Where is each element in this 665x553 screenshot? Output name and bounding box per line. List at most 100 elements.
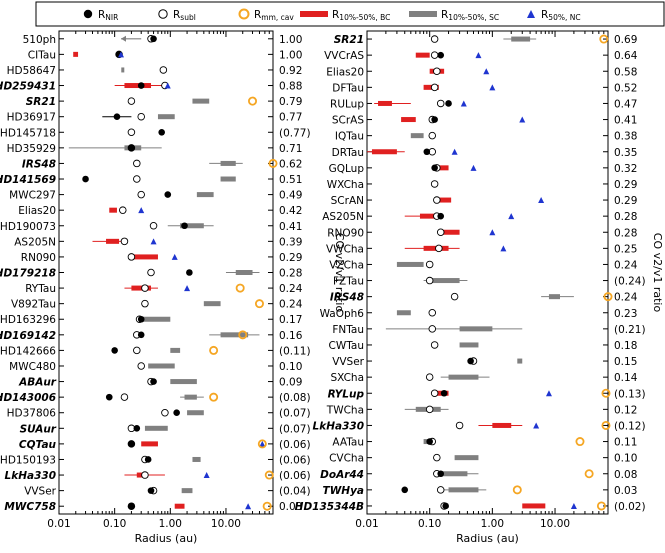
row-SR21: SR21 0.69 bbox=[334, 34, 638, 46]
panel-right: 0.01 0.10 1.00 10.00 Radius (au) SR21 0.69 VVCr… bbox=[295, 30, 664, 545]
row-HD58647: HD58647 0.92 bbox=[7, 65, 303, 77]
row-VZCha: VZCha 0.24 bbox=[329, 259, 637, 271]
sc-bar bbox=[170, 379, 197, 385]
legend-marker-mm bbox=[238, 8, 250, 20]
star-label: VVSer bbox=[24, 486, 56, 498]
subl-point bbox=[430, 51, 439, 59]
subl-point bbox=[436, 99, 445, 108]
ratio-label: 0.28 bbox=[614, 211, 637, 223]
row-WaOph6: WaOph6 0.23 bbox=[320, 308, 638, 320]
sc-bar bbox=[144, 425, 168, 431]
nir-point bbox=[401, 486, 409, 494]
ratio-label: 0.51 bbox=[279, 174, 302, 186]
subl-point bbox=[436, 228, 445, 236]
ratio-label: 0.77 bbox=[279, 112, 302, 124]
x-tick-label: 0.10 bbox=[418, 518, 441, 530]
subl-point bbox=[120, 237, 129, 246]
ratio-label: 0.03 bbox=[279, 501, 302, 513]
ratio-label: 0.88 bbox=[279, 81, 302, 93]
row-RYTau: RYTau 0.24 bbox=[25, 283, 303, 295]
ratio-label: 0.10 bbox=[614, 453, 637, 465]
sc-bar bbox=[548, 294, 560, 300]
ratio-label: (0.06) bbox=[279, 454, 311, 466]
star-label: FNTau bbox=[332, 324, 364, 336]
legend-label-nir: RNIR bbox=[98, 9, 118, 22]
ratio-label: 0.64 bbox=[614, 50, 638, 62]
x-tick-label: 0.10 bbox=[103, 518, 126, 530]
ratio-label: (0.21) bbox=[614, 324, 646, 336]
x-tick-label: 1.00 bbox=[481, 518, 504, 530]
nir-point bbox=[431, 164, 438, 172]
sc-bar bbox=[235, 270, 253, 275]
nc-point bbox=[451, 148, 458, 155]
row-IRS48: IRS48 0.24 bbox=[330, 292, 638, 304]
bc-bar bbox=[415, 52, 430, 58]
row-HD150193: HD150193 (0.06) bbox=[0, 454, 311, 466]
row-AS205N: AS205N 0.39 bbox=[14, 236, 302, 248]
nir-point bbox=[150, 378, 157, 385]
sc-bar bbox=[203, 301, 221, 307]
row-Elias20: Elias20 0.58 bbox=[326, 66, 637, 78]
row-DRTau: DRTau 0.35 bbox=[332, 147, 638, 159]
subl-point bbox=[433, 453, 441, 462]
row-DoAr44: DoAr44 0.08 bbox=[320, 469, 637, 481]
star-label: AS205N bbox=[322, 211, 364, 223]
legend-item-nc: R50%, NC bbox=[527, 9, 581, 22]
ratio-label: 0.16 bbox=[279, 330, 303, 342]
nir-point bbox=[82, 175, 89, 183]
subl-point bbox=[428, 131, 437, 140]
row-TWCha: TWCha 0.12 bbox=[326, 404, 638, 416]
nir-point bbox=[431, 116, 438, 123]
ratio-label: 0.24 bbox=[614, 292, 638, 304]
subl-point bbox=[161, 408, 169, 417]
nir-point bbox=[423, 148, 431, 156]
nir-point bbox=[437, 51, 445, 59]
ratio-label: 0.24 bbox=[614, 259, 638, 271]
star-label: CWTau bbox=[329, 340, 364, 352]
ratio-label: (0.24) bbox=[614, 276, 646, 288]
sc-bar bbox=[517, 358, 523, 364]
mm-point bbox=[235, 283, 245, 293]
nir-point bbox=[467, 357, 474, 365]
x-axis-label: Radius (au) bbox=[456, 532, 519, 545]
nir-point bbox=[137, 331, 145, 339]
subl-point bbox=[127, 97, 136, 105]
legend-box bbox=[35, 1, 665, 27]
nir-point bbox=[128, 144, 135, 152]
star-label: AS205N bbox=[14, 236, 56, 248]
bc-bar bbox=[141, 441, 158, 447]
star-label: SCrAN bbox=[331, 195, 364, 207]
ratio-label: (0.11) bbox=[279, 345, 311, 357]
legend-marker-nc bbox=[527, 10, 535, 18]
subl-point bbox=[133, 175, 141, 183]
subl-point bbox=[137, 112, 145, 121]
star-label: HD145718 bbox=[0, 127, 56, 139]
nir-point bbox=[181, 222, 188, 230]
star-label: HD259431 bbox=[0, 81, 56, 93]
row-HD169142: HD169142 0.16 bbox=[0, 330, 303, 342]
row-HD190073: HD190073 0.41 bbox=[0, 221, 302, 233]
mm-point bbox=[262, 501, 272, 511]
ratio-label: 0.92 bbox=[279, 65, 302, 77]
sc-bar bbox=[410, 133, 424, 139]
legend-label-bc: R10%-50%, BC bbox=[332, 9, 390, 22]
sc-bar bbox=[511, 36, 531, 42]
subl-point bbox=[450, 292, 459, 301]
mm-point bbox=[599, 34, 609, 44]
subl-point bbox=[425, 260, 434, 269]
row-SCrAS: SCrAS 0.41 bbox=[332, 115, 638, 127]
star-label: TWCha bbox=[326, 404, 364, 416]
nc-point bbox=[483, 68, 490, 75]
row-HD141569: HD141569 0.51 bbox=[0, 174, 302, 186]
right-axis-label: CO v2/v1 ratio bbox=[651, 233, 664, 313]
star-label: LkHa330 bbox=[5, 470, 56, 482]
mm-point bbox=[264, 470, 274, 480]
ratio-label: (0.06) bbox=[279, 470, 311, 482]
bc-bar bbox=[131, 254, 158, 260]
nir-point bbox=[147, 487, 155, 494]
nc-point bbox=[570, 502, 577, 509]
sc-bar bbox=[170, 347, 181, 353]
bc-bar bbox=[492, 422, 512, 428]
ratio-label: 0.39 bbox=[279, 236, 302, 248]
